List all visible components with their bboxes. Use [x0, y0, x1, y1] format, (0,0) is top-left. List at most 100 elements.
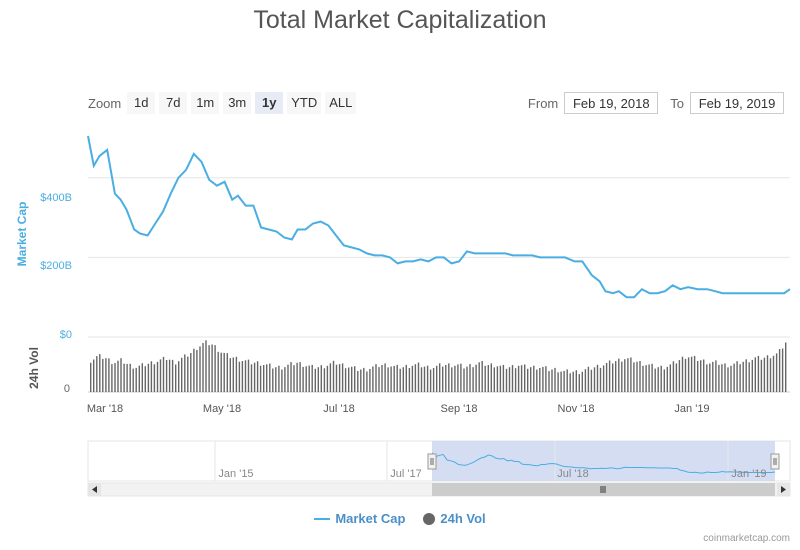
volume-bar: [545, 366, 547, 392]
navigator-selection[interactable]: [432, 441, 775, 481]
volume-bar: [672, 361, 675, 392]
zoom-all-button[interactable]: ALL: [325, 92, 357, 114]
volume-bar: [366, 371, 368, 392]
volume-bar: [199, 346, 201, 392]
volume-bar: [111, 364, 113, 392]
volume-bar: [684, 358, 687, 392]
volume-bar: [742, 361, 744, 392]
volume-bar: [681, 356, 684, 392]
zoom-1y-button[interactable]: 1y: [255, 92, 284, 114]
volume-bar: [317, 367, 319, 392]
volume-bar: [760, 359, 763, 392]
volume-bar: [590, 369, 593, 392]
volume-bar: [502, 364, 505, 392]
volume-bar: [423, 366, 426, 392]
volume-bar: [706, 364, 708, 392]
volume-bar: [460, 363, 462, 392]
volume-bar: [138, 365, 140, 392]
volume-bar: [551, 369, 553, 392]
volume-bar: [351, 366, 353, 392]
volume-bar: [429, 369, 432, 392]
volume-bar: [208, 345, 210, 392]
volume-bar: [642, 365, 644, 392]
volume-bar: [745, 359, 747, 392]
volume-bar: [520, 365, 523, 392]
volume-bar: [648, 364, 650, 392]
volume-bar: [690, 356, 693, 392]
volume-bar: [393, 365, 395, 392]
volume-bar: [114, 363, 116, 392]
from-date-input[interactable]: [564, 92, 659, 114]
volume-bar: [256, 361, 259, 392]
volume-bar: [402, 367, 404, 392]
volume-bar: [302, 366, 304, 392]
volume-bar: [348, 367, 350, 392]
volume-bar: [187, 356, 189, 392]
credit-link[interactable]: coinmarketcap.com: [703, 533, 790, 544]
zoom-1d-button[interactable]: 1d: [127, 92, 156, 114]
volume-bar: [287, 364, 289, 392]
volume-bar: [344, 368, 347, 392]
legend-item-market-cap[interactable]: Market Cap: [314, 511, 405, 526]
volume-bar: [323, 368, 326, 392]
navigator-series-line: [431, 452, 776, 474]
zoom-1m-button[interactable]: 1m: [191, 92, 220, 114]
navigator-right-handle[interactable]: [770, 453, 780, 470]
volume-bar: [278, 365, 280, 392]
scrollbar[interactable]: [87, 482, 791, 497]
volume-bar: [587, 366, 590, 392]
navigator-left-handle[interactable]: [427, 453, 437, 470]
volume-bar: [514, 368, 517, 392]
volume-bar: [639, 361, 641, 392]
volume-bar: [781, 348, 784, 392]
volume-bar: [129, 363, 131, 392]
to-date-input[interactable]: [690, 92, 784, 114]
volume-bar: [584, 369, 587, 392]
volume-bar: [338, 364, 341, 392]
volume-bar: [511, 365, 514, 392]
dot-icon: [423, 512, 436, 525]
zoom-3m-button[interactable]: 3m: [223, 92, 252, 114]
volume-bar: [739, 364, 741, 392]
volume-bar: [357, 371, 359, 392]
navigator-tick-label: Jul '18: [557, 468, 588, 480]
volume-bar: [108, 358, 110, 392]
zoom-ytd-button[interactable]: YTD: [287, 92, 322, 114]
volume-bar: [326, 365, 329, 392]
volume-bar: [445, 365, 447, 392]
volume-bar: [387, 367, 389, 392]
volume-bar: [499, 365, 502, 392]
volume-bar: [703, 359, 705, 392]
volume-bar: [381, 365, 383, 392]
volume-y-tick-label: 0: [64, 383, 70, 395]
volume-bar: [751, 359, 753, 392]
volume-bar: [448, 363, 450, 392]
volume-bar: [363, 367, 365, 392]
volume-bar: [105, 358, 107, 392]
volume-bar: [250, 364, 253, 392]
legend-item-volume[interactable]: 24h Vol: [423, 511, 486, 526]
volume-bar: [311, 364, 313, 392]
volume-bar: [414, 364, 417, 392]
volume-bar: [536, 369, 538, 392]
volume-bar: [135, 367, 137, 392]
navigator-grid: [214, 441, 729, 481]
volume-bar: [247, 359, 250, 392]
volume-bar: [390, 366, 392, 392]
volume-bar: [232, 357, 234, 392]
navigator[interactable]: Jan '15 Jul '17 Jul '18 Jan '19: [87, 440, 791, 482]
volume-bar: [554, 367, 556, 392]
volume-bar: [372, 366, 374, 392]
volume-bar: [263, 365, 265, 392]
x-tick-label: Sep '18: [441, 403, 478, 415]
volume-bar: [508, 367, 511, 392]
volume-bar: [211, 344, 213, 392]
volume-bar: [165, 360, 168, 392]
volume-axis-title: 24h Vol: [27, 347, 41, 389]
volume-bar: [126, 363, 128, 392]
zoom-7d-button[interactable]: 7d: [159, 92, 188, 114]
volume-bar: [560, 371, 562, 392]
volume-bar: [436, 365, 438, 392]
volume-bar: [123, 363, 125, 392]
volume-bar: [772, 355, 775, 392]
